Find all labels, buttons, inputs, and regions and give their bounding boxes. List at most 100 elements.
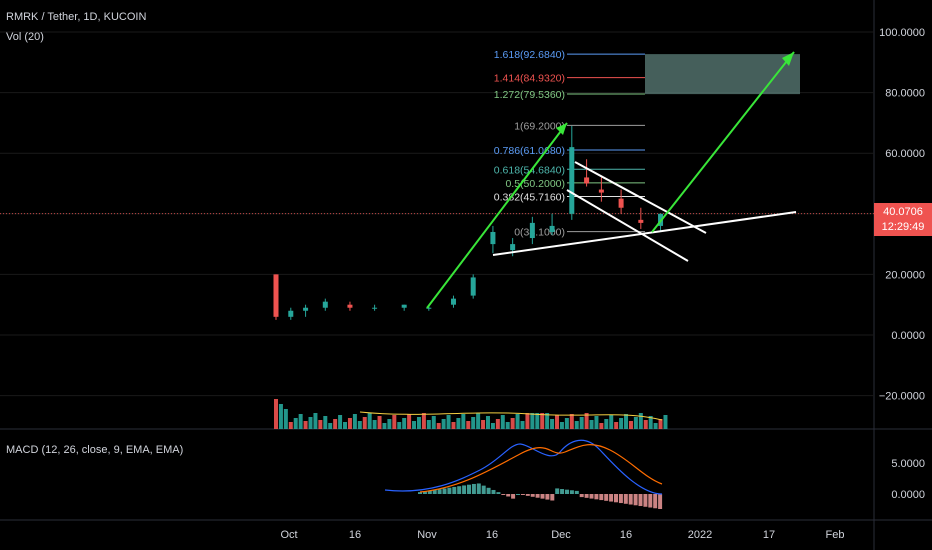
macd-histogram-bar — [628, 494, 633, 505]
volume-bar — [461, 414, 466, 429]
macd-histogram-bar — [589, 494, 594, 499]
volume-bar — [407, 414, 412, 429]
fib-target-zone — [645, 54, 800, 95]
support-trendline — [492, 211, 797, 256]
macd-histogram-bar — [462, 485, 467, 494]
volume-bar — [525, 413, 530, 429]
macd-histogram-bar — [467, 484, 471, 494]
macd-label: MACD (12, 26, close, 9, EMA, EMA) — [6, 444, 184, 456]
volume-bar — [466, 421, 471, 429]
macd-histogram-bar — [427, 490, 432, 494]
volume-bar — [481, 420, 486, 429]
candle-body — [401, 304, 407, 308]
volume-bar — [648, 416, 653, 429]
volume-bar — [633, 417, 638, 429]
volume-bar — [288, 422, 293, 429]
candle-body — [598, 189, 604, 193]
volume-bar — [624, 414, 629, 429]
macd-histogram-bar — [491, 489, 496, 494]
macd-y-tick: 5.0000 — [891, 458, 925, 470]
y-tick-label: 20.0000 — [885, 269, 925, 281]
symbol-title: RMRK / Tether, 1D, KUCOIN — [6, 11, 147, 23]
macd-histogram-bar — [481, 485, 486, 494]
volume-bar — [471, 417, 476, 429]
volume-bar — [604, 419, 609, 429]
x-tick-label: 16 — [486, 529, 498, 541]
volume-bar — [412, 421, 417, 429]
volume-bar — [500, 415, 505, 429]
fib-level-label: 0.5(50.2000) — [505, 178, 565, 190]
x-tick-label: 17 — [763, 529, 775, 541]
volume-bar — [382, 423, 387, 429]
macd-histogram-bar — [432, 489, 437, 494]
volume-bar — [362, 417, 367, 429]
candle-body — [372, 307, 378, 309]
x-tick-label: Dec — [551, 529, 571, 541]
volume-bar — [485, 416, 490, 429]
macd-histogram-bar — [623, 494, 628, 504]
candle-body — [584, 177, 590, 184]
x-tick-label: Nov — [417, 529, 437, 541]
macd-histogram-bar — [496, 492, 501, 494]
volume-bar — [283, 409, 288, 429]
volume-bar — [402, 418, 407, 429]
fib-level-label: 0(34.1000) — [514, 227, 565, 239]
macd-histogram-bar — [579, 494, 584, 498]
volume-bar — [318, 420, 323, 429]
macd-histogram-bar — [560, 489, 565, 494]
volume-bar — [564, 418, 569, 429]
volume-bar — [323, 416, 328, 429]
volume-bar — [653, 423, 658, 429]
volume-bar — [372, 420, 377, 429]
macd-histogram-bar — [584, 494, 589, 498]
macd-histogram-bar — [599, 494, 604, 501]
candle-body — [288, 310, 294, 317]
macd-histogram-bar — [604, 494, 609, 501]
candle-body — [322, 301, 328, 308]
volume-bar — [451, 422, 456, 429]
candle-body — [470, 277, 476, 296]
candle-body — [510, 244, 516, 251]
volume-bar — [663, 415, 668, 429]
x-tick-label: 16 — [349, 529, 361, 541]
macd-histogram-bar — [452, 486, 457, 494]
macd-histogram-bar — [486, 487, 491, 494]
volume-bar — [510, 418, 515, 429]
macd-histogram-bar — [633, 494, 638, 506]
volume-bar — [333, 419, 338, 429]
macd-histogram-bar — [418, 492, 422, 494]
volume-bar — [550, 419, 555, 429]
macd-histogram-bar — [565, 489, 569, 494]
volume-bar — [278, 404, 283, 429]
macd-histogram-bar — [506, 494, 511, 497]
macd-histogram-bar — [442, 488, 447, 494]
volume-bar — [584, 413, 589, 429]
fib-level-label: 0.786(61.0680) — [494, 145, 565, 157]
signal-line — [419, 444, 663, 493]
candle-body — [347, 304, 353, 308]
volume-bar — [456, 418, 461, 429]
volume-bar — [446, 415, 451, 429]
macd-histogram-bar — [422, 491, 427, 494]
volume-bar — [274, 399, 278, 429]
volume-bar — [338, 415, 343, 429]
volume-bar — [599, 423, 604, 429]
volume-bar — [436, 423, 441, 429]
volume-bar — [431, 416, 436, 429]
volume-bar — [426, 420, 431, 429]
price-badge-value: 40.0706 — [883, 206, 923, 218]
volume-bar — [569, 414, 574, 429]
candle-body — [529, 222, 535, 239]
volume-bar — [579, 417, 584, 429]
volume-bar — [397, 422, 402, 429]
volume-bar — [387, 419, 392, 429]
macd-histogram-bar — [555, 488, 560, 494]
macd-histogram-bar — [437, 489, 442, 494]
volume-bar — [441, 419, 446, 429]
macd-histogram-bar — [643, 494, 648, 507]
fib-level-label: 0.618(54.6840) — [494, 164, 565, 176]
macd-histogram-bar — [648, 494, 653, 508]
candle-body — [638, 219, 644, 223]
